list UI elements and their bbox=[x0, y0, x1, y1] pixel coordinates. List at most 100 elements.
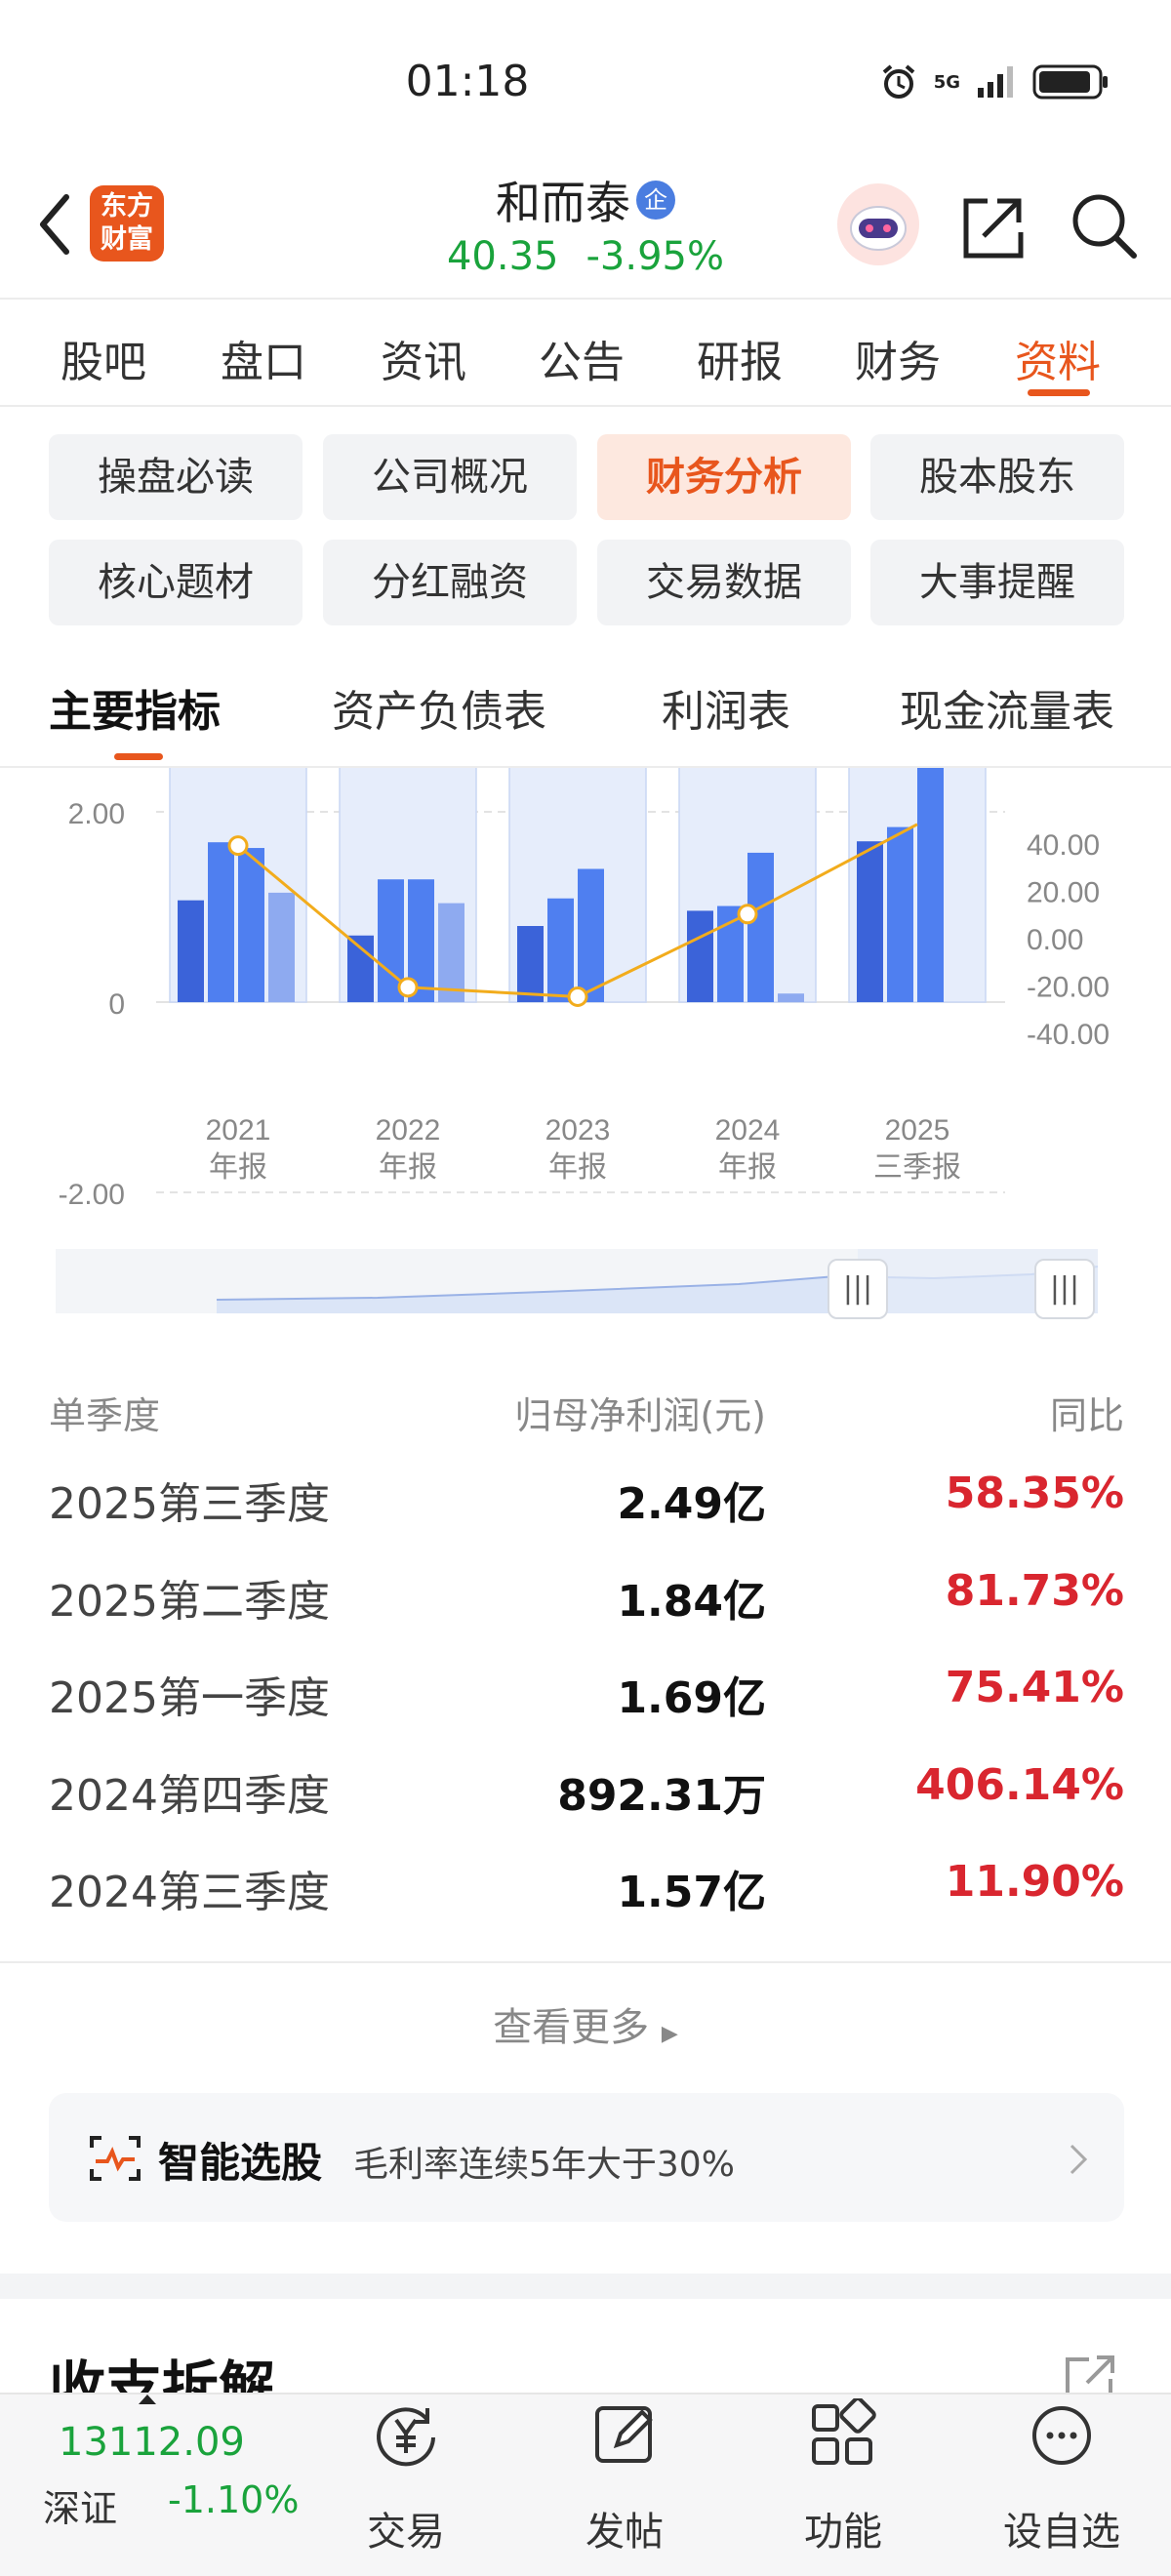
quarter-bar bbox=[778, 993, 804, 1002]
growth-point bbox=[567, 986, 588, 1007]
slider-handle-left[interactable]: ||| bbox=[828, 1259, 888, 1319]
quarter-bar bbox=[578, 868, 604, 1002]
assistant-avatar[interactable] bbox=[837, 183, 919, 265]
col-header-yoy: 同比 bbox=[1049, 1394, 1124, 1437]
chip-financial-analysis[interactable]: 财务分析 bbox=[597, 434, 851, 520]
tab-pankou[interactable]: 盘口 bbox=[221, 338, 306, 387]
subtab-indicator bbox=[114, 753, 163, 760]
app-logo[interactable]: 东方 财富 bbox=[90, 185, 164, 262]
right-tick-label: 20.00 bbox=[1027, 877, 1100, 909]
chip-shareholders[interactable]: 股本股东 bbox=[870, 434, 1124, 520]
chip-dividends[interactable]: 分红融资 bbox=[323, 540, 577, 625]
table-row: 2024第四季度 892.31万 406.14% bbox=[0, 1760, 1171, 1858]
x-tick-label: 2023 bbox=[545, 1114, 611, 1147]
x-tick-sublabel: 年报 bbox=[548, 1151, 607, 1184]
x-tick-sublabel: 年报 bbox=[718, 1151, 777, 1184]
chip-trading-guide[interactable]: 操盘必读 bbox=[49, 434, 303, 520]
nav-watchlist[interactable]: 设自选 bbox=[1003, 2510, 1120, 2555]
alarm-icon bbox=[882, 64, 914, 99]
quarter-bar bbox=[238, 848, 264, 1002]
tab-guba[interactable]: 股吧 bbox=[61, 338, 146, 387]
stock-title: 和而泰企 bbox=[0, 168, 1171, 232]
view-more-label: 查看更多 bbox=[493, 2005, 650, 2050]
chip-core-themes[interactable]: 核心题材 bbox=[49, 540, 303, 625]
profit-chart: 4.002.000-2.0040.0020.000.00-20.00-40.00… bbox=[59, 768, 1110, 1211]
row-profit: 1.69亿 bbox=[617, 1673, 766, 1723]
stock-quote: 40.35 -3.95% bbox=[0, 234, 1171, 279]
quarter-bar bbox=[438, 903, 464, 1002]
nav-trade[interactable]: 交易 bbox=[367, 2510, 445, 2555]
stock-change: -3.95% bbox=[586, 234, 725, 279]
tab-announcements[interactable]: 公告 bbox=[539, 338, 625, 387]
active-tab-indicator bbox=[1028, 389, 1090, 396]
plot-area: 4.383.313.64 bbox=[169, 768, 987, 1007]
growth-point bbox=[397, 977, 419, 998]
range-slider[interactable] bbox=[56, 1249, 1099, 1313]
row-quarter: 2025第三季度 bbox=[49, 1479, 330, 1529]
back-arrow-icon[interactable] bbox=[29, 185, 88, 263]
row-profit: 892.31万 bbox=[557, 1771, 766, 1821]
index-change[interactable]: -1.10% bbox=[168, 2478, 300, 2521]
post-edit-icon[interactable] bbox=[587, 2398, 662, 2473]
chevron-right-icon bbox=[1070, 2144, 1088, 2175]
chip-events[interactable]: 大事提醒 bbox=[870, 540, 1124, 625]
logo-line1: 东方 bbox=[101, 191, 153, 221]
x-tick-sublabel: 年报 bbox=[379, 1151, 437, 1184]
subtab-income-statement[interactable]: 利润表 bbox=[662, 687, 790, 737]
add-watchlist-icon[interactable] bbox=[1025, 2398, 1099, 2473]
tab-profile[interactable]: 资料 bbox=[1015, 338, 1101, 387]
smart-picker-banner[interactable]: 智能选股 毛利率连续5年大于30% bbox=[49, 2093, 1124, 2222]
right-tick-label: -40.00 bbox=[1027, 1019, 1110, 1051]
subtab-cash-flow[interactable]: 现金流量表 bbox=[900, 687, 1114, 737]
subtab-divider bbox=[0, 766, 1171, 768]
table-divider bbox=[0, 1961, 1171, 1963]
chip-trading-data[interactable]: 交易数据 bbox=[597, 540, 851, 625]
table-row: 2024第三季度 1.57亿 11.90% bbox=[0, 1857, 1171, 1954]
search-icon[interactable] bbox=[1066, 187, 1144, 265]
left-tick-label: -2.00 bbox=[59, 1179, 125, 1211]
right-tick-label: -20.00 bbox=[1027, 971, 1110, 1003]
quarter-bar bbox=[687, 910, 713, 1002]
slider-handle-right[interactable]: ||| bbox=[1034, 1259, 1095, 1319]
tab-finance[interactable]: 财务 bbox=[855, 338, 941, 387]
banner-text: 毛利率连续5年大于30% bbox=[353, 2145, 735, 2185]
quarter-bar bbox=[517, 926, 544, 1002]
trade-yen-icon[interactable] bbox=[369, 2398, 443, 2473]
col-header-quarter: 单季度 bbox=[49, 1394, 161, 1437]
status-bar: 01:18 5G bbox=[0, 0, 1171, 166]
col-header-profit: 归母净利润(元) bbox=[514, 1394, 766, 1437]
subtab-key-indicators[interactable]: 主要指标 bbox=[49, 687, 221, 737]
view-more-link[interactable]: 查看更多 ▶ bbox=[0, 1995, 1171, 2052]
chip-company-overview[interactable]: 公司概况 bbox=[323, 434, 577, 520]
nav-functions[interactable]: 功能 bbox=[804, 2510, 882, 2555]
subtab-balance-sheet[interactable]: 资产负债表 bbox=[332, 687, 546, 737]
section-gap bbox=[0, 2274, 1171, 2299]
tab-news[interactable]: 资讯 bbox=[381, 338, 466, 387]
left-tick-label: 0 bbox=[108, 988, 125, 1021]
growth-point bbox=[227, 835, 249, 857]
status-icons: 5G bbox=[879, 62, 1110, 101]
nav-post[interactable]: 发帖 bbox=[586, 2510, 664, 2555]
row-yoy: 406.14% bbox=[915, 1760, 1124, 1810]
quarter-bar bbox=[208, 842, 234, 1002]
table-row: 2025第一季度 1.69亿 75.41% bbox=[0, 1663, 1171, 1760]
bottom-nav bbox=[0, 2393, 1171, 2576]
row-yoy: 58.35% bbox=[945, 1469, 1124, 1518]
table-row: 2025第三季度 2.49亿 58.35% bbox=[0, 1469, 1171, 1566]
main-tab-bar: 股吧 盘口 资讯 公告 研报 财务 资料 bbox=[0, 298, 1171, 407]
slider-preview bbox=[216, 1249, 1099, 1313]
left-tick-label: 2.00 bbox=[68, 798, 125, 830]
index-name[interactable]: 深证 bbox=[43, 2487, 118, 2530]
signal-icon bbox=[978, 66, 1013, 98]
row-quarter: 2025第二季度 bbox=[49, 1577, 330, 1627]
right-tick-label: 40.00 bbox=[1027, 829, 1100, 862]
index-value[interactable]: 13112.09 bbox=[59, 2420, 245, 2465]
tab-research[interactable]: 研报 bbox=[697, 338, 783, 387]
caret-up-icon[interactable] bbox=[137, 2393, 158, 2406]
share-icon[interactable] bbox=[954, 187, 1032, 265]
row-quarter: 2025第一季度 bbox=[49, 1673, 330, 1723]
row-yoy: 75.41% bbox=[945, 1663, 1124, 1712]
logo-line2: 财富 bbox=[101, 224, 153, 255]
quarter-bar bbox=[887, 826, 913, 1002]
functions-grid-icon[interactable] bbox=[806, 2398, 880, 2473]
